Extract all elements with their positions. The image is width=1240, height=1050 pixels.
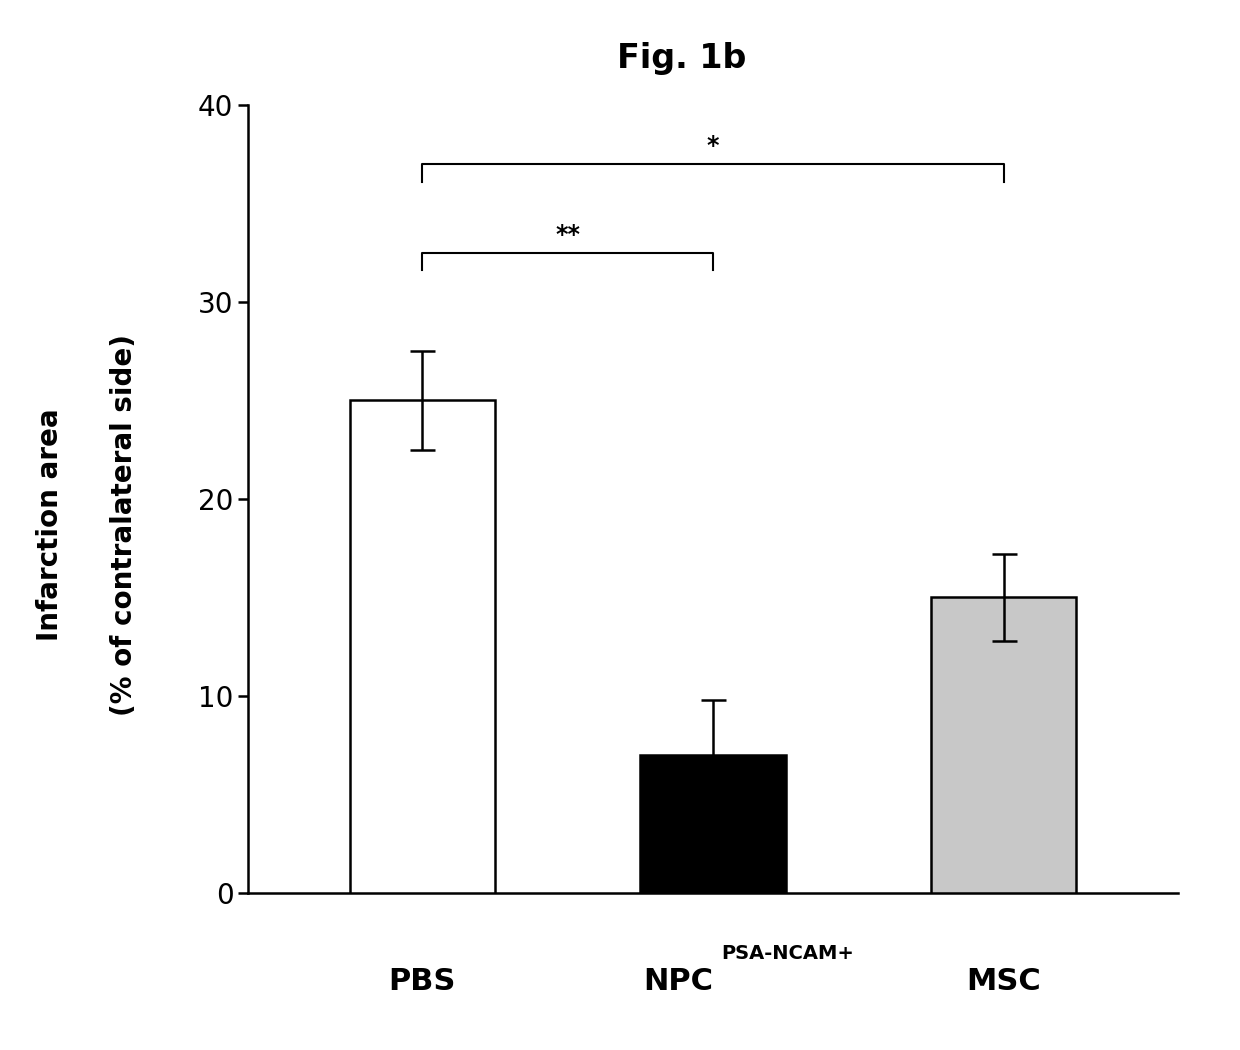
Bar — [931, 597, 1076, 892]
Bar — [640, 755, 786, 892]
Text: Fig. 1b: Fig. 1b — [618, 42, 746, 75]
Text: **: ** — [556, 223, 580, 247]
Text: MSC: MSC — [966, 967, 1042, 996]
Text: PBS: PBS — [388, 967, 456, 996]
Text: PSA-NCAM+: PSA-NCAM+ — [722, 944, 854, 963]
Bar — [350, 400, 495, 892]
Text: Infarction area: Infarction area — [36, 408, 63, 642]
Text: NPC: NPC — [644, 967, 713, 996]
Text: *: * — [707, 134, 719, 159]
Text: (% of contralateral side): (% of contralateral side) — [110, 334, 138, 716]
